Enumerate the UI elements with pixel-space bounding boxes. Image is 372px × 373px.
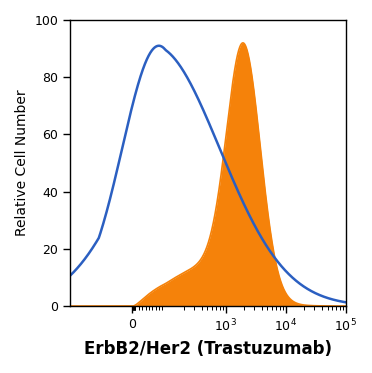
Y-axis label: Relative Cell Number: Relative Cell Number [15,90,29,236]
X-axis label: ErbB2/Her2 (Trastuzumab): ErbB2/Her2 (Trastuzumab) [84,340,332,358]
